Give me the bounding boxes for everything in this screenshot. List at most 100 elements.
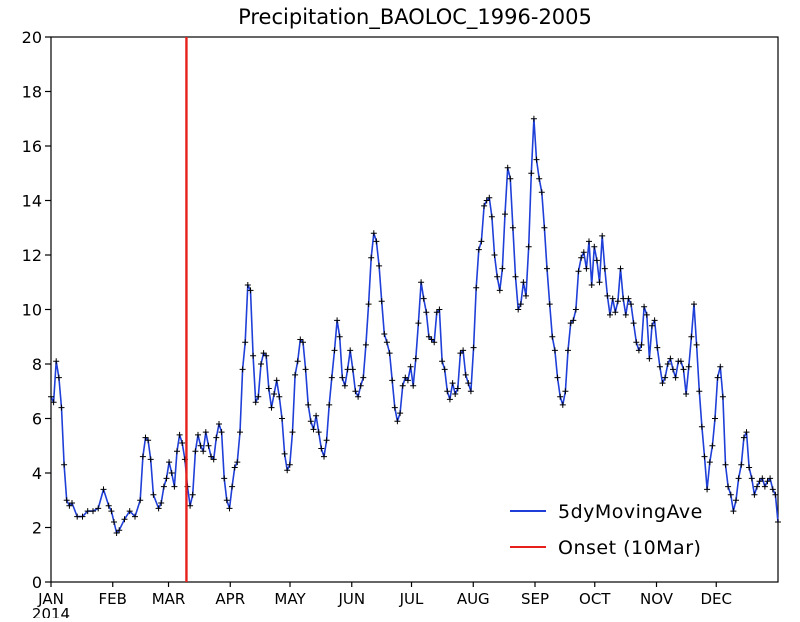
data-point-marker — [725, 483, 732, 490]
data-point-marker — [743, 429, 750, 436]
data-point-marker — [591, 243, 598, 250]
data-point-marker — [609, 295, 616, 302]
y-tick-label: 8 — [32, 355, 42, 374]
data-point-marker — [628, 301, 634, 308]
data-point-marker — [247, 287, 254, 294]
data-point-marker — [730, 508, 737, 515]
data-point-marker — [418, 279, 425, 286]
data-point-marker — [481, 202, 488, 209]
data-point-marker — [425, 333, 432, 340]
data-point-marker — [554, 374, 561, 381]
data-point-marker — [467, 388, 474, 395]
data-point-marker — [512, 273, 519, 280]
data-point-marker — [313, 412, 320, 419]
data-point-marker — [150, 491, 157, 498]
data-point-marker — [709, 442, 716, 449]
data-point-marker — [55, 374, 62, 381]
data-point-marker — [378, 298, 385, 305]
data-point-marker — [670, 366, 676, 373]
data-point-marker — [714, 374, 721, 381]
data-point-marker — [664, 361, 671, 367]
data-point-marker — [428, 336, 435, 343]
data-point-marker — [69, 500, 75, 506]
data-point-marker — [475, 246, 482, 253]
data-point-marker — [754, 483, 760, 490]
data-point-marker — [407, 363, 414, 370]
data-point-marker — [698, 423, 705, 430]
data-point-marker — [454, 385, 461, 392]
data-point-marker — [520, 279, 527, 286]
data-point-marker — [528, 170, 535, 177]
data-point-marker — [307, 418, 314, 425]
data-point-marker — [536, 175, 543, 182]
data-point-marker — [300, 339, 306, 346]
x-year-label: 2014 — [32, 605, 70, 618]
data-point-marker — [649, 322, 655, 329]
y-tick-label: 20 — [22, 28, 42, 47]
x-tick-label: MAR — [152, 590, 186, 608]
data-point-marker — [383, 339, 390, 346]
data-point-marker — [74, 513, 81, 520]
data-point-marker — [761, 483, 768, 490]
data-point-marker — [559, 401, 566, 408]
x-tick-label: MAY — [274, 590, 306, 608]
data-point-marker — [294, 358, 301, 365]
data-point-marker — [672, 374, 679, 381]
data-point-marker — [756, 478, 763, 485]
data-point-marker — [231, 464, 238, 471]
data-point-marker — [423, 309, 430, 316]
data-point-marker — [517, 301, 524, 308]
data-point-marker — [286, 461, 293, 468]
data-point-marker — [242, 339, 249, 346]
data-point-marker — [334, 317, 341, 324]
data-point-marker — [95, 505, 102, 512]
legend-label-5dymovingave: 5dyMovingAve — [558, 501, 703, 523]
data-point-marker — [446, 396, 453, 403]
data-point-marker — [292, 371, 299, 378]
x-tick-label: JAN — [37, 590, 64, 608]
data-point-marker — [315, 429, 322, 436]
data-point-marker — [255, 393, 262, 400]
data-point-marker — [163, 475, 170, 482]
data-point-marker — [578, 254, 585, 261]
data-point-marker — [494, 273, 501, 280]
data-point-marker — [549, 333, 556, 340]
data-point-marker — [229, 483, 236, 490]
data-point-marker — [276, 393, 283, 400]
data-point-marker — [643, 311, 650, 318]
data-point-marker — [111, 519, 117, 525]
data-point-marker — [685, 363, 692, 370]
data-point-marker — [252, 399, 259, 406]
data-point-marker — [769, 486, 776, 493]
data-point-marker — [601, 265, 608, 272]
data-point-marker — [281, 450, 288, 457]
data-point-marker — [197, 442, 204, 449]
data-point-marker — [759, 475, 766, 482]
data-point-marker — [310, 426, 317, 433]
data-point-marker — [693, 341, 700, 348]
data-point-marker — [142, 434, 149, 441]
y-tick-label: 18 — [22, 83, 42, 102]
data-point-marker — [646, 355, 653, 362]
data-point-marker — [617, 265, 624, 272]
data-point-marker — [250, 352, 257, 359]
x-tick-label: NOV — [640, 590, 674, 608]
data-point-marker — [633, 339, 640, 346]
x-tick-label: SEP — [521, 590, 549, 608]
data-point-marker — [362, 341, 369, 348]
data-point-marker — [271, 391, 278, 397]
data-point-marker — [452, 391, 459, 397]
data-point-marker — [635, 347, 642, 354]
data-point-marker — [614, 298, 621, 305]
data-point-marker — [179, 440, 186, 446]
data-point-marker — [66, 502, 73, 509]
data-point-marker — [404, 377, 411, 384]
data-point-marker — [654, 344, 661, 351]
data-point-marker — [538, 189, 545, 196]
data-point-marker — [352, 388, 359, 395]
data-point-marker — [297, 336, 304, 343]
data-point-marker — [596, 279, 603, 286]
y-axis: 0 2 4 6 8 10 12 14 16 18 20 — [22, 28, 51, 592]
data-point-marker — [620, 295, 627, 302]
